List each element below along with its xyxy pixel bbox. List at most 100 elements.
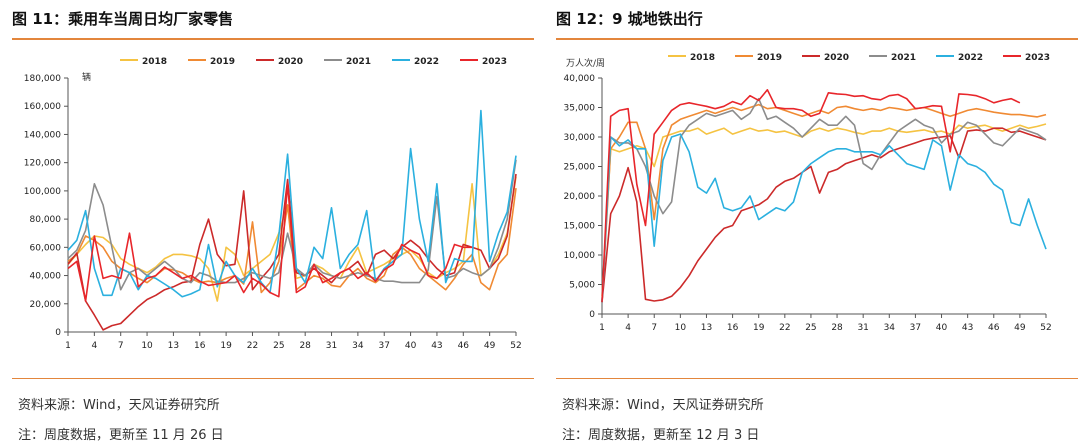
x-tick-label: 7 [118, 341, 124, 351]
svg-text:2023: 2023 [1025, 53, 1050, 63]
x-tick-label: 31 [857, 323, 868, 333]
y-tick-label: 100,000 [24, 187, 61, 197]
legend-item-2022: 2022 [936, 53, 983, 63]
x-tick-label: 13 [168, 341, 179, 351]
x-tick-label: 22 [247, 341, 258, 351]
x-tick-label: 52 [1040, 323, 1051, 333]
legend-item-2020: 2020 [802, 53, 849, 63]
chart-right-plot: 2018 2019 2020 2021 2022 2023 万人次/周 0 5,000 10,00… [564, 53, 1052, 333]
x-tick-label: 28 [299, 341, 311, 351]
y-axis-unit-label: 万人次/周 [566, 57, 605, 69]
x-tick-label: 31 [326, 341, 337, 351]
y-tick-label: 0 [589, 310, 595, 320]
x-tick-label: 43 [431, 341, 442, 351]
x-tick-label: 16 [194, 341, 206, 351]
x-tick-label: 19 [220, 341, 232, 351]
svg-text:2021: 2021 [346, 57, 371, 67]
y-tick-label: 80,000 [30, 215, 62, 225]
svg-text:2021: 2021 [891, 53, 916, 63]
legend-item-2021: 2021 [324, 57, 371, 67]
source-note: 资料来源：Wind，天风证券研究所 [562, 398, 764, 413]
y-tick-label: 20,000 [30, 300, 62, 310]
source-note: 资料来源：Wind，天风证券研究所 [18, 398, 220, 413]
x-tick-label: 43 [962, 323, 973, 333]
series-line-2021 [601, 97, 1047, 303]
svg-text:2019: 2019 [210, 57, 235, 67]
svg-text:2020: 2020 [278, 57, 303, 67]
x-tick-label: 10 [675, 323, 687, 333]
x-tick-label: 4 [91, 341, 97, 351]
x-tick-label: 1 [65, 341, 71, 351]
svg-text:2019: 2019 [757, 53, 782, 63]
x-tick-label: 46 [458, 341, 470, 351]
y-tick-label: 60,000 [30, 243, 62, 253]
x-tick-label: 22 [779, 323, 790, 333]
title-rule [556, 38, 1078, 40]
chart-panel-left: 图 11：乘用车当周日均厂家零售 2018 2019 2020 2021 2022 202… [12, 0, 534, 448]
y-tick-label: 30,000 [564, 133, 596, 143]
x-tick-label: 19 [753, 323, 765, 333]
x-tick-label: 40 [405, 341, 417, 351]
svg-text:2020: 2020 [824, 53, 849, 63]
series-line-2022 [601, 133, 1047, 303]
x-tick-label: 10 [141, 341, 153, 351]
x-tick-label: 52 [510, 341, 521, 351]
x-tick-label: 34 [884, 323, 896, 333]
legend-item-2023: 2023 [1003, 53, 1050, 63]
x-tick-label: 46 [988, 323, 1000, 333]
y-tick-label: 40,000 [564, 74, 596, 84]
y-tick-label: 20,000 [564, 192, 596, 202]
legend-item-2019: 2019 [188, 57, 235, 67]
source-rule [556, 378, 1078, 379]
chart-title: 图 12：9 城地铁出行 [556, 10, 703, 28]
x-tick-label: 28 [831, 323, 843, 333]
x-tick-label: 25 [805, 323, 816, 333]
update-note: 注：周度数据，更新至 11 月 26 日 [18, 428, 224, 443]
series-line-2023 [67, 183, 473, 302]
x-tick-label: 4 [625, 323, 631, 333]
x-tick-label: 34 [352, 341, 364, 351]
svg-text:2022: 2022 [414, 57, 439, 67]
y-tick-label: 120,000 [24, 159, 61, 169]
series-line-2019 [601, 103, 1047, 303]
y-tick-label: 40,000 [30, 272, 62, 282]
legend-item-2021: 2021 [869, 53, 916, 63]
y-tick-label: 180,000 [24, 74, 61, 84]
legend-item-2019: 2019 [735, 53, 782, 63]
x-tick-label: 37 [910, 323, 921, 333]
y-tick-label: 160,000 [24, 102, 61, 112]
y-tick-label: 5,000 [569, 281, 595, 291]
y-tick-label: 140,000 [24, 130, 61, 140]
x-tick-label: 49 [484, 341, 496, 351]
chart-left-plot: 2018 2019 2020 2021 2022 2023 辆 0 20,000 40,000 60… [24, 57, 522, 351]
y-axis-unit-label: 辆 [82, 71, 91, 83]
legend-item-2018: 2018 [120, 57, 167, 67]
x-tick-label: 1 [599, 323, 605, 333]
legend-item-2023: 2023 [460, 57, 507, 67]
series-line-2023 [601, 88, 1021, 303]
chart-panel-right: 图 12：9 城地铁出行 2018 2019 2020 2021 2022 2023 万人次… [556, 0, 1078, 448]
source-rule [12, 378, 534, 379]
y-tick-label: 25,000 [564, 163, 596, 173]
x-tick-label: 49 [1014, 323, 1026, 333]
legend-item-2018: 2018 [668, 53, 715, 63]
series-line-2020 [67, 173, 517, 331]
x-tick-label: 7 [651, 323, 657, 333]
svg-text:2023: 2023 [482, 57, 507, 67]
x-tick-label: 13 [701, 323, 712, 333]
x-tick-label: 25 [273, 341, 284, 351]
x-tick-label: 37 [379, 341, 390, 351]
update-note: 注：周度数据，更新至 12 月 3 日 [562, 428, 760, 443]
svg-text:2022: 2022 [958, 53, 983, 63]
legend-item-2020: 2020 [256, 57, 303, 67]
legend-item-2022: 2022 [392, 57, 439, 67]
y-tick-label: 10,000 [564, 251, 596, 261]
svg-text:2018: 2018 [142, 57, 167, 67]
x-tick-label: 40 [936, 323, 948, 333]
title-rule [12, 38, 534, 40]
svg-text:2018: 2018 [690, 53, 715, 63]
series-line-2018 [601, 123, 1047, 297]
y-tick-label: 35,000 [564, 104, 596, 114]
y-tick-label: 0 [55, 328, 61, 338]
chart-title: 图 11：乘用车当周日均厂家零售 [12, 10, 234, 28]
